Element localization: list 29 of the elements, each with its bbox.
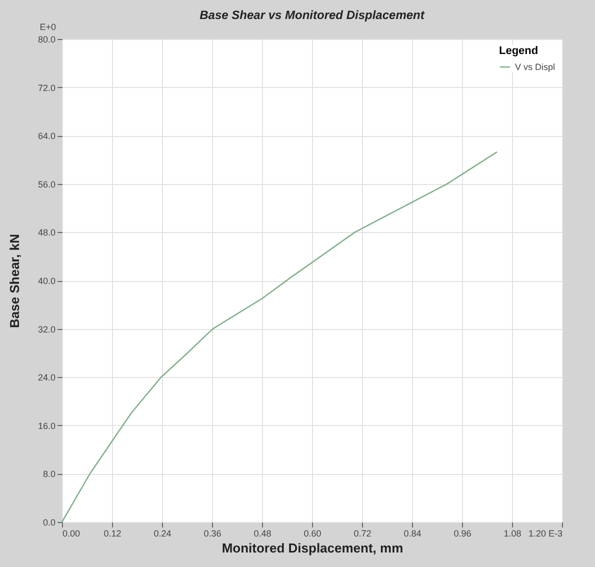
x-tick-label: 0.36: [204, 528, 222, 538]
x-axis-title: Monitored Displacement, mm: [222, 540, 404, 556]
y-tick-label: 0.0: [42, 518, 56, 528]
x-tick-label: 1.08: [504, 528, 522, 538]
y-tick-label: 72.0: [38, 82, 56, 93]
y-tick-label: 56.0: [38, 179, 56, 190]
chart-title: Base Shear vs Monitored Displacement: [200, 8, 426, 22]
x-tick-label: 0.00: [62, 528, 80, 538]
x-tick-label: 0.72: [354, 528, 372, 538]
y-tick-label: 48.0: [38, 228, 56, 238]
x-tick-label: 1.20 E-3: [528, 528, 562, 538]
legend-title: Legend: [499, 45, 538, 57]
y-tick-label: 64.0: [38, 131, 56, 142]
x-tick-label: 0.84: [404, 528, 422, 538]
legend-label: V vs Displ: [515, 62, 556, 72]
x-tick-label: 0.96: [454, 528, 472, 538]
y-tick-label: 32.0: [38, 324, 56, 334]
y-tick-label: 16.0: [38, 420, 56, 431]
line-series: [61, 151, 498, 523]
y-tick-label: 80.0: [38, 34, 56, 44]
x-tick-label: 0.60: [304, 528, 322, 538]
y-tick-label: 8.0: [42, 469, 56, 480]
x-tick-label: 0.24: [154, 528, 172, 538]
text: E+0: [40, 22, 56, 32]
x-tick-label: 0.12: [104, 528, 122, 538]
y-tick-label: 40.0: [38, 276, 56, 286]
x-tick-label: 0.48: [254, 528, 272, 538]
y-axis-title: Base Shear, kN: [6, 234, 22, 328]
y-tick-label: 24.0: [38, 372, 56, 383]
